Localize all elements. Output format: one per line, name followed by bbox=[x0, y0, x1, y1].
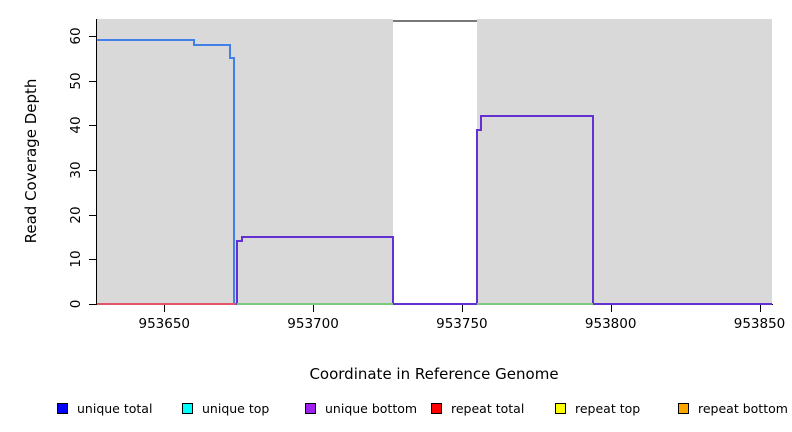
legend-swatch bbox=[431, 403, 442, 414]
y-axis-label: Read Coverage Depth bbox=[22, 78, 40, 244]
legend-label: repeat top bbox=[575, 401, 641, 416]
line-unique-bottom bbox=[393, 303, 477, 305]
y-tick bbox=[89, 214, 96, 216]
legend-item: repeat total bbox=[431, 401, 524, 416]
legend-swatch bbox=[305, 403, 316, 414]
legend-item: unique bottom bbox=[305, 401, 417, 416]
line-unique-bottom bbox=[591, 115, 594, 305]
legend-item: repeat bottom bbox=[678, 401, 788, 416]
y-tick bbox=[89, 259, 96, 261]
line-unique-bottom bbox=[480, 115, 483, 131]
y-tick-label: 30 bbox=[68, 161, 84, 179]
legend-item: unique top bbox=[182, 401, 269, 416]
line-unlabeled-green-baseline bbox=[476, 303, 593, 305]
y-tick bbox=[89, 169, 96, 171]
line-unique-total bbox=[194, 43, 230, 46]
x-tick bbox=[610, 305, 612, 312]
legend-label: repeat bottom bbox=[698, 401, 788, 416]
y-tick-label: 60 bbox=[68, 27, 84, 45]
y-tick-label: 10 bbox=[68, 250, 84, 268]
legend-item: repeat top bbox=[555, 401, 640, 416]
legend-swatch bbox=[57, 403, 68, 414]
line-unique-total bbox=[229, 57, 235, 60]
line-unique-total bbox=[193, 39, 196, 46]
x-tick bbox=[461, 305, 463, 312]
legend-label: unique bottom bbox=[325, 401, 418, 416]
y-tick bbox=[89, 35, 96, 37]
y-tick-label: 20 bbox=[68, 206, 84, 224]
y-tick-label: 50 bbox=[68, 72, 84, 90]
line-unique-total bbox=[97, 39, 195, 42]
line-repeat-total bbox=[97, 303, 236, 305]
y-tick-label: 40 bbox=[68, 116, 84, 134]
line-unique-bottom bbox=[481, 115, 593, 118]
legend-label: unique total bbox=[77, 401, 153, 416]
line-unique-total bbox=[228, 43, 231, 60]
legend-swatch bbox=[182, 403, 193, 414]
line-unique-bottom bbox=[392, 235, 395, 305]
legend-label: unique top bbox=[202, 401, 270, 416]
legend-swatch bbox=[678, 403, 689, 414]
line-unique-bottom bbox=[240, 235, 243, 243]
y-tick bbox=[89, 125, 96, 127]
line-unique-bottom bbox=[241, 235, 394, 238]
x-tick-label: 953700 bbox=[287, 316, 339, 332]
y-tick-label: 0 bbox=[68, 299, 84, 309]
x-tick-label: 953850 bbox=[733, 316, 786, 332]
y-axis-line bbox=[96, 19, 97, 305]
legend-label: repeat total bbox=[451, 401, 525, 416]
line-unique-total bbox=[233, 57, 236, 305]
line-unique-bottom bbox=[475, 128, 478, 305]
x-axis-label: Coordinate in Reference Genome bbox=[309, 365, 559, 383]
line-unique-bottom bbox=[592, 303, 772, 305]
legend-item: unique total bbox=[57, 401, 152, 416]
gap-band-top-line bbox=[393, 19, 477, 22]
line-unique-bottom bbox=[237, 240, 242, 243]
x-tick bbox=[313, 305, 315, 312]
x-tick bbox=[164, 305, 166, 312]
legend-swatch bbox=[555, 403, 566, 414]
x-tick-label: 953750 bbox=[436, 316, 488, 332]
gap-band bbox=[393, 19, 477, 304]
x-tick-label: 953800 bbox=[584, 316, 637, 332]
x-tick bbox=[759, 305, 761, 312]
line-unique-bottom bbox=[236, 240, 239, 305]
y-tick bbox=[89, 304, 96, 305]
y-tick bbox=[89, 80, 96, 82]
line-unlabeled-green-baseline bbox=[237, 303, 394, 305]
x-tick-label: 953650 bbox=[138, 316, 191, 332]
line-unique-bottom bbox=[476, 128, 482, 131]
